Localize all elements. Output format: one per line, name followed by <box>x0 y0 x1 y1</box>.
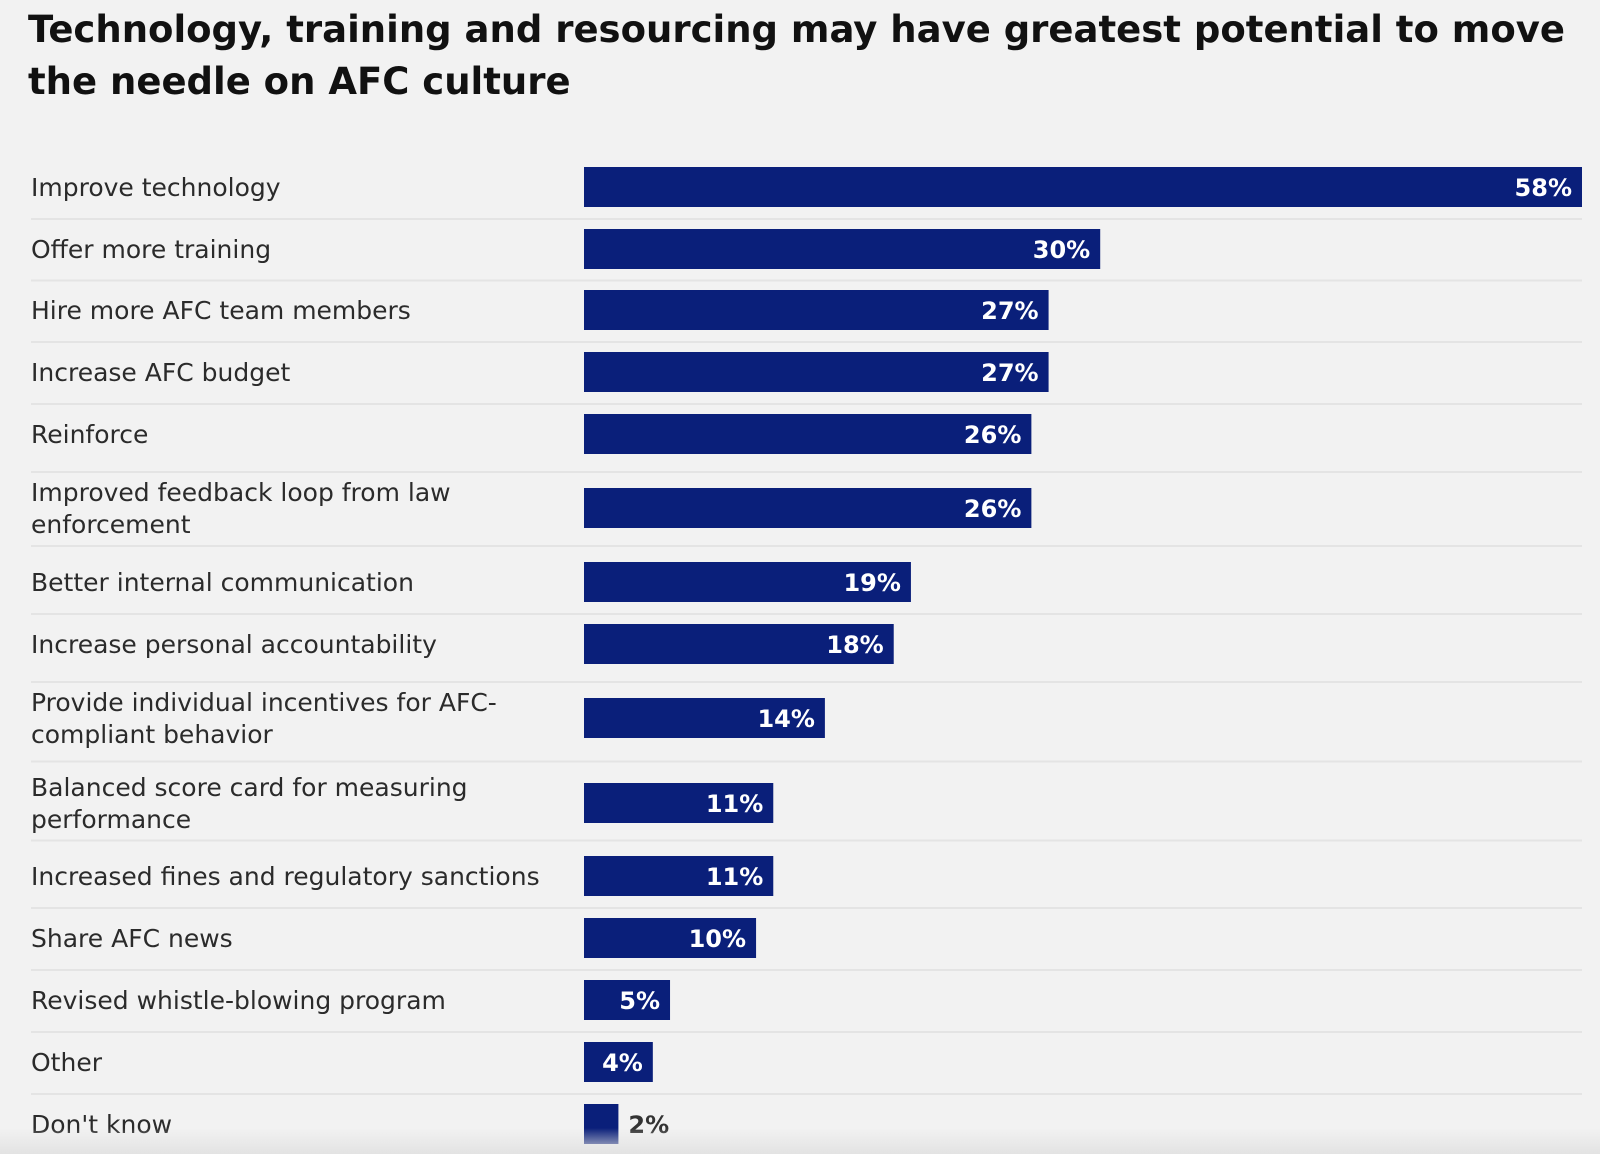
chart-row: Increase AFC budget 27% <box>31 352 1582 405</box>
category-label: Increase AFC budget <box>31 358 290 387</box>
category-label: Offer more training <box>31 235 271 264</box>
chart-row: Hire more AFC team members 27% <box>31 290 1582 343</box>
category-label: Better internal communication <box>31 568 414 597</box>
category-label: enforcement <box>31 510 191 539</box>
category-label: Share AFC news <box>31 924 233 953</box>
bar <box>584 698 825 738</box>
bar <box>584 229 1101 269</box>
bar <box>584 562 911 602</box>
category-label: performance <box>31 805 191 834</box>
bar <box>584 167 1582 207</box>
data-label: 58% <box>1515 174 1572 202</box>
data-label: 27% <box>981 297 1038 325</box>
category-label: Improved feedback loop from law <box>31 478 451 507</box>
category-label: Hire more AFC team members <box>31 296 411 325</box>
data-label: 5% <box>619 987 660 1015</box>
bar <box>584 980 671 1020</box>
data-label: 11% <box>706 790 763 818</box>
data-label: 10% <box>689 925 746 953</box>
category-label: Other <box>31 1048 103 1077</box>
chart-row: Improved feedback loop from law enforceme… <box>31 478 1582 547</box>
data-label: 27% <box>981 359 1038 387</box>
bottom-shade <box>0 1128 1600 1154</box>
category-label: Balanced score card for measuring <box>31 773 468 802</box>
bar <box>584 624 894 664</box>
bar <box>584 1042 653 1082</box>
category-label: Increased fines and regulatory sanctions <box>31 862 540 891</box>
bar <box>584 488 1032 528</box>
category-label: Revised whistle-blowing program <box>31 986 446 1015</box>
bar <box>584 918 757 958</box>
category-label: compliant behavior <box>31 720 274 749</box>
data-label: 14% <box>757 705 814 733</box>
category-label: Improve technology <box>31 173 281 202</box>
chart-row: Improve technology 58% <box>31 167 1582 220</box>
bar <box>584 352 1049 392</box>
chart-row: Offer more training 30% <box>31 229 1582 282</box>
chart-row: Balanced score card for measuring perform… <box>31 773 1582 842</box>
chart-row: Revised whistle-blowing program 5% <box>31 980 1582 1033</box>
chart-row: Provide individual incentives for AFC-co… <box>31 688 1582 763</box>
chart-row: Reinforce 26% <box>31 414 1582 473</box>
bar <box>584 783 774 823</box>
data-label: 4% <box>602 1049 643 1077</box>
chart-row: Other 4% <box>31 1042 1582 1095</box>
chart-row: Increase personal accountability 18% <box>31 624 1582 683</box>
chart-title: Technology, training and resourcing may … <box>28 8 1565 103</box>
data-label: 19% <box>843 569 900 597</box>
data-label: 18% <box>826 631 883 659</box>
category-label: Provide individual incentives for AFC- <box>31 688 497 717</box>
chart-row: Better internal communication 19% <box>31 562 1582 615</box>
chart-row: Share AFC news 10% <box>31 918 1582 971</box>
category-label: Reinforce <box>31 420 148 449</box>
bar <box>584 290 1049 330</box>
bar <box>584 414 1032 454</box>
data-label: 30% <box>1033 236 1090 264</box>
data-label: 11% <box>706 863 763 891</box>
data-label: 26% <box>964 421 1021 449</box>
chart-row: Increased fines and regulatory sanctions… <box>31 856 1582 909</box>
category-label: Increase personal accountability <box>31 630 437 659</box>
data-label: 26% <box>964 495 1021 523</box>
bar <box>584 856 774 896</box>
